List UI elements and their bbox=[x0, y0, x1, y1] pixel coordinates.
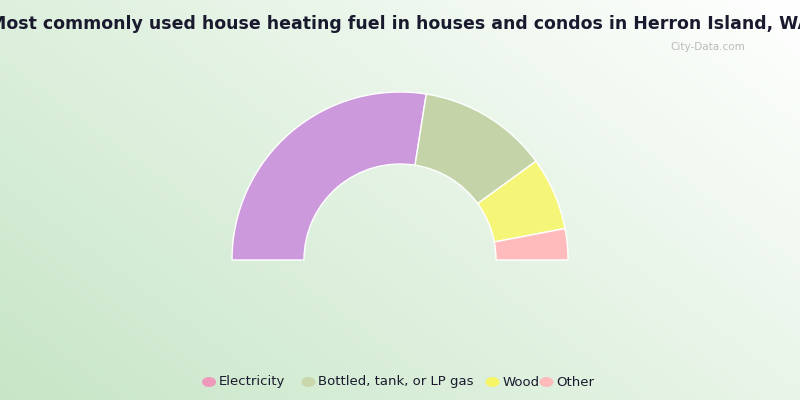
Text: Other: Other bbox=[557, 376, 594, 388]
Text: Bottled, tank, or LP gas: Bottled, tank, or LP gas bbox=[318, 376, 474, 388]
Text: City-Data.com: City-Data.com bbox=[670, 42, 745, 52]
Ellipse shape bbox=[302, 377, 315, 387]
Ellipse shape bbox=[539, 377, 554, 387]
Ellipse shape bbox=[486, 377, 499, 387]
Wedge shape bbox=[415, 94, 536, 204]
Wedge shape bbox=[478, 161, 565, 242]
Wedge shape bbox=[232, 92, 426, 260]
Text: Most commonly used house heating fuel in houses and condos in Herron Island, WA: Most commonly used house heating fuel in… bbox=[0, 15, 800, 33]
Ellipse shape bbox=[202, 377, 216, 387]
Text: Electricity: Electricity bbox=[219, 376, 286, 388]
Text: Wood: Wood bbox=[502, 376, 540, 388]
Wedge shape bbox=[494, 228, 568, 260]
